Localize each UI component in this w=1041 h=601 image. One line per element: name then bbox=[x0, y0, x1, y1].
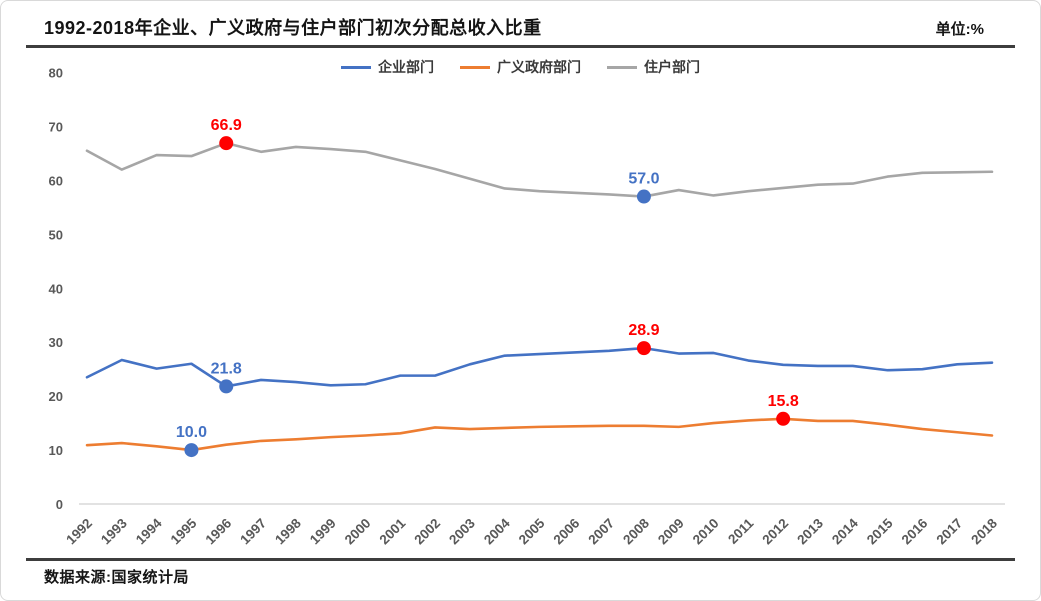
y-axis-tick-label: 30 bbox=[49, 335, 63, 350]
data-point-value-label: 10.0 bbox=[176, 424, 207, 441]
legend-item-government: 广义政府部门 bbox=[460, 57, 581, 77]
x-axis-tick-label: 2009 bbox=[655, 516, 687, 548]
chart-title: 1992-2018年企业、广义政府与住户部门初次分配总收入比重 bbox=[44, 18, 542, 38]
data-point-marker-government-2012 bbox=[776, 411, 791, 426]
data-point-marker-government-1995 bbox=[184, 443, 199, 458]
legend-swatch-government bbox=[460, 65, 490, 69]
x-axis-tick-label: 2001 bbox=[377, 515, 409, 547]
data-point-marker-household-1996 bbox=[219, 136, 234, 151]
x-axis-tick-label: 1996 bbox=[202, 515, 234, 547]
title-divider-line bbox=[26, 45, 1015, 48]
x-axis-tick-label: 2006 bbox=[551, 515, 583, 547]
y-axis-tick-label: 80 bbox=[49, 66, 63, 81]
unit-label: 单位:% bbox=[935, 21, 984, 38]
data-point-value-label: 28.9 bbox=[628, 322, 659, 339]
data-point-marker-enterprise-1996 bbox=[219, 379, 234, 394]
x-axis-tick-label: 1998 bbox=[272, 515, 304, 547]
data-point-value-label: 21.8 bbox=[211, 360, 242, 377]
y-axis-tick-label: 50 bbox=[49, 227, 63, 242]
series-line-household bbox=[85, 141, 994, 198]
y-axis-tick-label: 60 bbox=[49, 173, 63, 188]
x-axis-tick-label: 2012 bbox=[759, 516, 791, 548]
x-axis-tick-label: 2014 bbox=[829, 515, 861, 547]
data-point-marker-enterprise-2008 bbox=[636, 341, 651, 356]
x-axis-tick-label: 2003 bbox=[446, 515, 478, 547]
x-axis-tick-label: 1992 bbox=[63, 516, 95, 548]
legend-swatch-household bbox=[607, 65, 637, 69]
x-axis-tick-label: 1997 bbox=[237, 516, 269, 548]
x-axis-tick-label: 1993 bbox=[98, 515, 130, 547]
x-axis-tick-label: 2004 bbox=[481, 515, 513, 547]
y-axis-tick-label: 20 bbox=[49, 389, 63, 404]
legend-label-enterprise: 企业部门 bbox=[378, 59, 434, 75]
legend-swatch-enterprise bbox=[341, 65, 371, 69]
x-axis-tick-label: 1994 bbox=[133, 515, 165, 547]
legend-item-household: 住户部门 bbox=[607, 57, 700, 77]
y-axis-tick-label: 0 bbox=[56, 497, 63, 512]
legend-item-enterprise: 企业部门 bbox=[341, 57, 434, 77]
legend: 企业部门 广义政府部门 住户部门 bbox=[1, 57, 1040, 77]
x-axis-tick-label: 2007 bbox=[585, 516, 617, 548]
x-axis-tick-label: 2005 bbox=[516, 515, 548, 547]
x-axis-tick-label: 2013 bbox=[794, 515, 826, 547]
x-axis-tick-label: 2017 bbox=[933, 516, 965, 548]
x-axis-tick-label: 1999 bbox=[307, 516, 339, 548]
x-axis-tick-label: 2002 bbox=[411, 516, 443, 548]
legend-label-government: 广义政府部门 bbox=[497, 59, 581, 75]
footer-divider-line bbox=[26, 558, 1015, 561]
x-axis-tick-label: 2018 bbox=[968, 515, 1000, 547]
x-axis-tick-label: 1995 bbox=[168, 515, 200, 547]
x-axis-tick-label: 2010 bbox=[690, 516, 722, 548]
data-point-value-label: 15.8 bbox=[768, 393, 799, 410]
x-axis-tick-label: 2011 bbox=[725, 515, 757, 547]
series-line-government bbox=[85, 417, 994, 452]
series-line-enterprise bbox=[85, 346, 994, 388]
data-point-value-label: 66.9 bbox=[211, 117, 242, 134]
y-axis-tick-label: 70 bbox=[49, 119, 63, 134]
data-source-label: 数据来源:国家统计局 bbox=[44, 569, 189, 586]
x-axis-tick-label: 2008 bbox=[620, 515, 652, 547]
x-axis-tick-label: 2000 bbox=[342, 516, 374, 548]
data-point-value-label: 57.0 bbox=[628, 171, 659, 188]
y-axis-tick-label: 40 bbox=[49, 281, 63, 296]
x-axis-tick-label: 2016 bbox=[899, 515, 931, 547]
y-axis-tick-label: 10 bbox=[49, 443, 63, 458]
legend-label-household: 住户部门 bbox=[644, 59, 700, 75]
data-point-marker-household-2008 bbox=[636, 189, 651, 204]
x-axis-tick-label: 2015 bbox=[864, 515, 896, 547]
